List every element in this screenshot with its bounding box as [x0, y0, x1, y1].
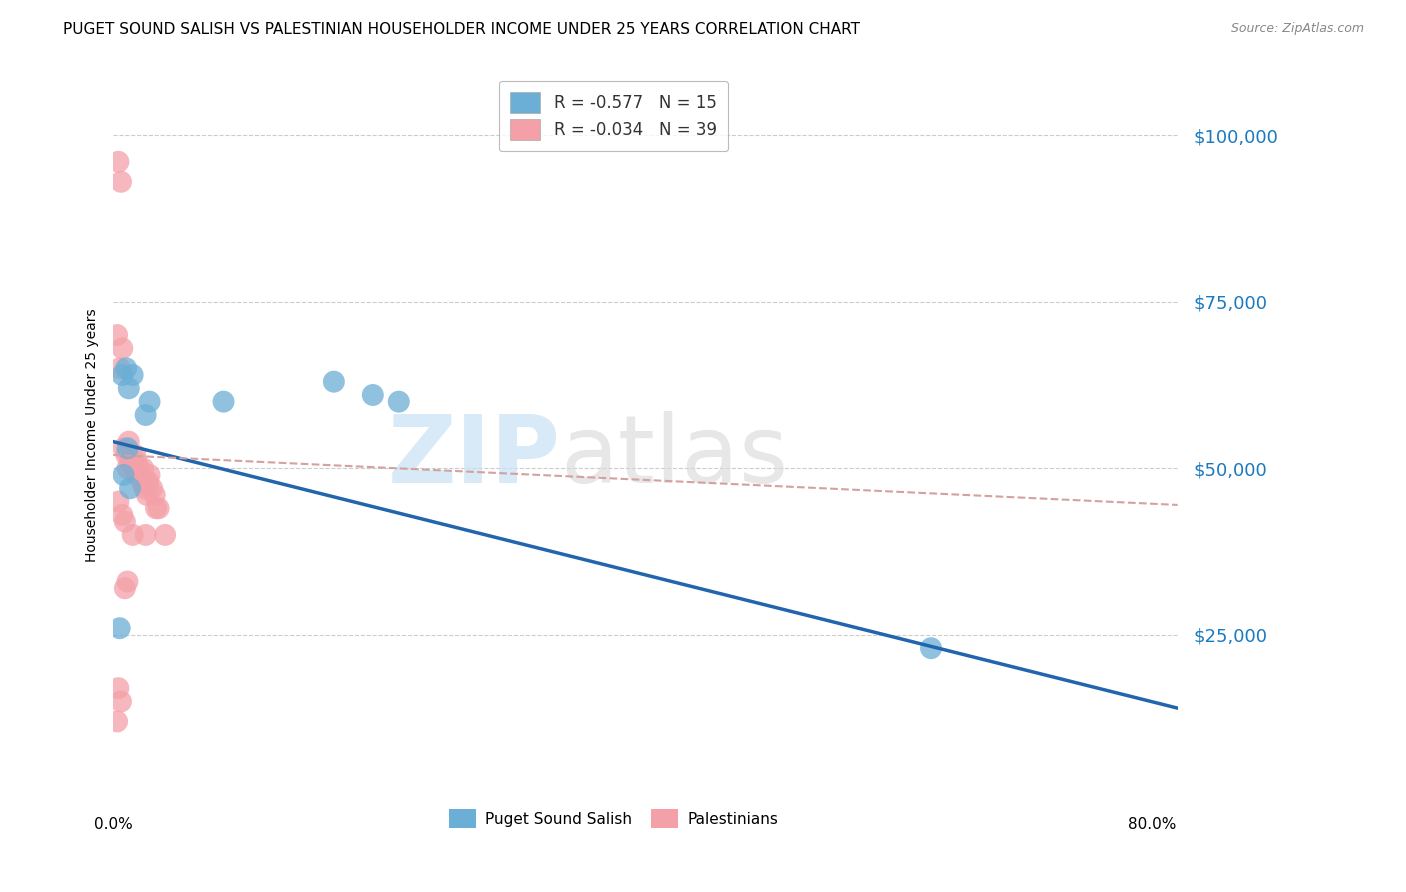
- Text: atlas: atlas: [560, 411, 789, 503]
- Point: [108, 621, 131, 635]
- Point: [132, 461, 155, 475]
- Legend: Puget Sound Salish, Palestinians: Puget Sound Salish, Palestinians: [443, 803, 785, 834]
- Point: [108, 361, 131, 376]
- Point: [135, 475, 157, 489]
- Point: [124, 448, 146, 462]
- Text: PUGET SOUND SALISH VS PALESTINIAN HOUSEHOLDER INCOME UNDER 25 YEARS CORRELATION : PUGET SOUND SALISH VS PALESTINIAN HOUSEH…: [63, 22, 860, 37]
- Point: [131, 475, 153, 489]
- Point: [110, 175, 132, 189]
- Point: [117, 574, 139, 589]
- Point: [136, 488, 159, 502]
- Point: [115, 448, 138, 462]
- Point: [361, 388, 384, 402]
- Point: [127, 467, 149, 482]
- Point: [107, 154, 129, 169]
- Point: [111, 508, 134, 522]
- Point: [153, 528, 176, 542]
- Point: [114, 581, 136, 595]
- Text: Source: ZipAtlas.com: Source: ZipAtlas.com: [1230, 22, 1364, 36]
- Point: [135, 528, 157, 542]
- Point: [111, 342, 134, 356]
- Point: [136, 475, 159, 489]
- Point: [121, 455, 143, 469]
- Point: [107, 681, 129, 695]
- Point: [920, 641, 942, 656]
- Text: ZIP: ZIP: [388, 411, 560, 503]
- Point: [118, 434, 141, 449]
- Point: [114, 515, 136, 529]
- Point: [141, 481, 163, 495]
- Point: [110, 694, 132, 708]
- Point: [118, 381, 141, 395]
- Point: [143, 488, 166, 502]
- Point: [111, 368, 134, 382]
- Point: [125, 455, 148, 469]
- Point: [322, 375, 344, 389]
- Point: [212, 394, 235, 409]
- Point: [107, 494, 129, 508]
- Point: [145, 501, 167, 516]
- Point: [112, 442, 135, 456]
- Point: [138, 394, 160, 409]
- Point: [121, 368, 143, 382]
- Point: [122, 461, 145, 475]
- Point: [117, 442, 139, 456]
- Point: [120, 455, 142, 469]
- Point: [105, 328, 128, 343]
- Point: [148, 501, 170, 516]
- Point: [135, 408, 157, 422]
- Point: [117, 461, 139, 475]
- Point: [138, 467, 160, 482]
- Point: [121, 528, 143, 542]
- Point: [128, 461, 150, 475]
- Y-axis label: Householder Income Under 25 years: Householder Income Under 25 years: [86, 308, 100, 562]
- Point: [134, 481, 156, 495]
- Point: [112, 467, 135, 482]
- Point: [115, 361, 138, 376]
- Point: [388, 394, 411, 409]
- Point: [120, 455, 142, 469]
- Point: [120, 481, 142, 495]
- Point: [105, 714, 128, 729]
